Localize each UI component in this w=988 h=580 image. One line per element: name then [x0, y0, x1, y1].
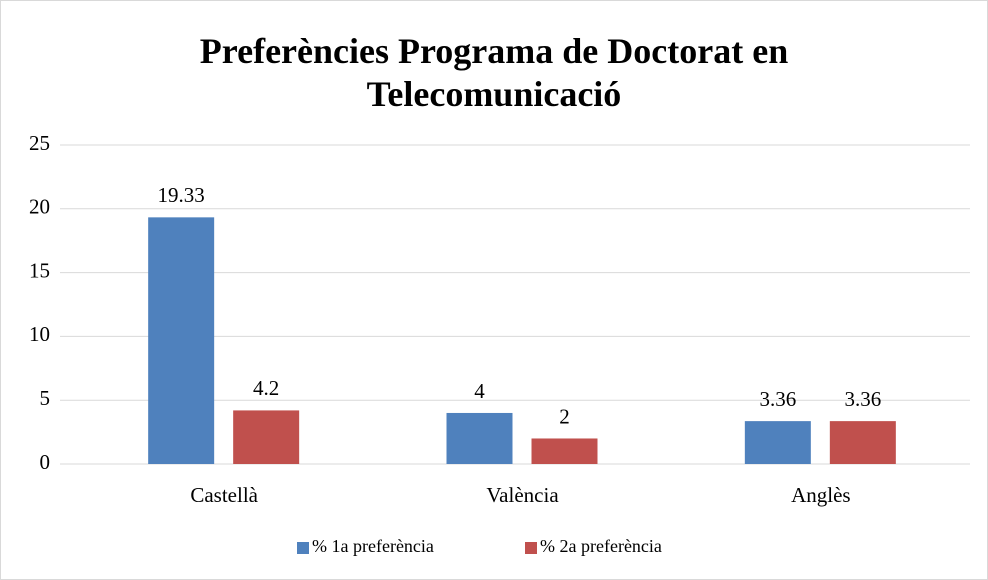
- value-label: 3.36: [759, 387, 796, 411]
- x-tick-label: Anglès: [791, 483, 851, 507]
- y-tick-label: 20: [29, 195, 50, 219]
- value-label: 2: [559, 404, 570, 428]
- value-label: 19.33: [158, 183, 205, 207]
- bar: [233, 410, 300, 464]
- bar: [446, 412, 513, 464]
- bar: [531, 438, 598, 464]
- x-tick-label: Castellà: [190, 483, 258, 507]
- y-tick-label: 5: [40, 386, 51, 410]
- bar: [744, 421, 811, 464]
- y-tick-label: 15: [29, 258, 50, 282]
- legend-swatch: [525, 542, 537, 554]
- y-tick-label: 10: [29, 322, 50, 346]
- bar: [148, 217, 215, 464]
- legend-swatch: [297, 542, 309, 554]
- legend-label: % 2a preferència: [540, 536, 662, 556]
- chart-title: Preferències Programa de Doctorat en Tel…: [199, 31, 789, 114]
- bar: [829, 421, 896, 464]
- x-tick-label: València: [486, 483, 559, 507]
- value-label: 4.2: [253, 376, 279, 400]
- value-label: 3.36: [844, 387, 881, 411]
- y-tick-label: 0: [40, 450, 51, 474]
- legend-label: % 1a preferència: [312, 536, 434, 556]
- value-label: 4: [474, 379, 485, 403]
- y-tick-label: 25: [29, 131, 50, 155]
